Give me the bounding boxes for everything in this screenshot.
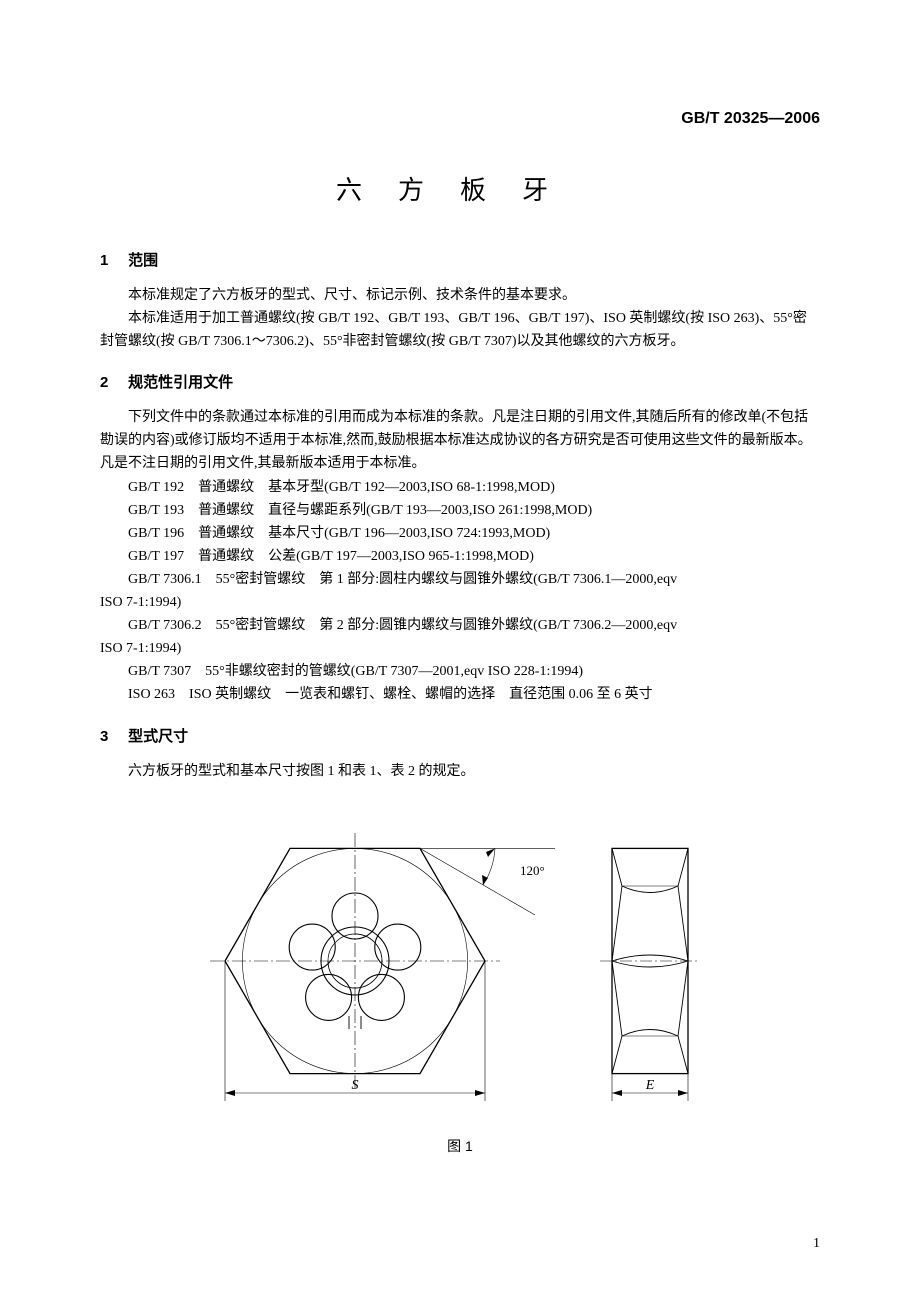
ref-item: ISO 263 ISO 英制螺纹 一览表和螺钉、螺栓、螺帽的选择 直径范围 0.… <box>100 683 820 706</box>
figure-1: S 120° <box>100 801 820 1156</box>
ref-item: GB/T 7306.1 55°密封管螺纹 第 1 部分:圆柱内螺纹与圆锥外螺纹(… <box>100 568 820 591</box>
svg-text:E: E <box>645 1078 655 1093</box>
figure-1-caption: 图 1 <box>100 1136 820 1156</box>
section-2-heading: 2 规范性引用文件 <box>100 371 820 392</box>
ref-item: GB/T 197 普通螺纹 公差(GB/T 197—2003,ISO 965-1… <box>100 545 820 568</box>
section-3-num: 3 <box>100 728 124 745</box>
ref-item-cont: ISO 7-1:1994) <box>100 637 820 660</box>
ref-item: GB/T 192 普通螺纹 基本牙型(GB/T 192—2003,ISO 68-… <box>100 476 820 499</box>
hex-die-diagram: S 120° <box>180 801 740 1111</box>
section-2-para-1: 下列文件中的条款通过本标准的引用而成为本标准的条款。凡是注日期的引用文件,其随后… <box>100 406 820 475</box>
section-2-num: 2 <box>100 374 124 391</box>
section-1-title: 范围 <box>128 252 158 269</box>
section-1-para-2: 本标准适用于加工普通螺纹(按 GB/T 192、GB/T 193、GB/T 19… <box>100 307 820 353</box>
svg-text:120°: 120° <box>520 863 545 878</box>
ref-item: GB/T 193 普通螺纹 直径与螺距系列(GB/T 193—2003,ISO … <box>100 499 820 522</box>
ref-item: GB/T 196 普通螺纹 基本尺寸(GB/T 196—2003,ISO 724… <box>100 522 820 545</box>
section-2-title: 规范性引用文件 <box>128 374 233 391</box>
page-number: 1 <box>813 1236 820 1252</box>
document-title: 六方板牙 <box>100 170 820 207</box>
ref-item: GB/T 7306.2 55°密封管螺纹 第 2 部分:圆锥内螺纹与圆锥外螺纹(… <box>100 614 820 637</box>
ref-item-cont: ISO 7-1:1994) <box>100 591 820 614</box>
section-1-num: 1 <box>100 252 124 269</box>
ref-item: GB/T 7307 55°非螺纹密封的管螺纹(GB/T 7307—2001,eq… <box>100 660 820 683</box>
standard-code: GB/T 20325—2006 <box>681 110 820 128</box>
section-3-para-1: 六方板牙的型式和基本尺寸按图 1 和表 1、表 2 的规定。 <box>100 760 820 783</box>
svg-text:S: S <box>352 1078 359 1093</box>
section-1-para-1: 本标准规定了六方板牙的型式、尺寸、标记示例、技术条件的基本要求。 <box>100 284 820 307</box>
section-3-title: 型式尺寸 <box>128 728 188 745</box>
section-1-heading: 1 范围 <box>100 249 820 270</box>
section-3-heading: 3 型式尺寸 <box>100 725 820 746</box>
